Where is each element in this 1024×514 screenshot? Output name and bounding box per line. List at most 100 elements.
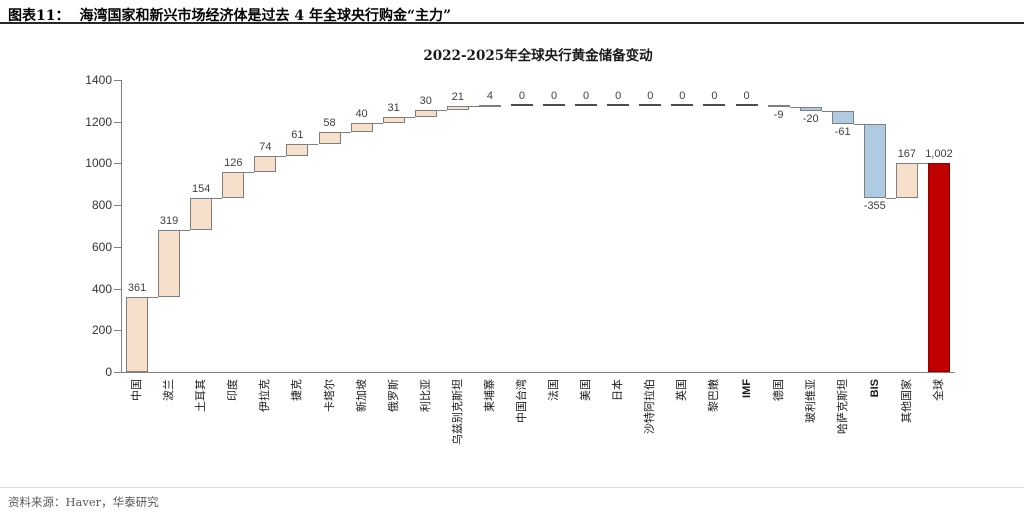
category-label: 日本 — [611, 379, 625, 401]
connector-line — [468, 106, 479, 108]
zero-bar-dash — [510, 104, 533, 107]
connector-line — [821, 111, 832, 113]
connector-line — [404, 116, 415, 118]
bar-value-label: 0 — [679, 90, 686, 103]
waterfall-bar — [222, 171, 245, 199]
zero-bar-dash — [703, 104, 726, 107]
bar-value-label: 0 — [518, 90, 526, 103]
bar-value-label: 74 — [259, 141, 272, 154]
zero-bar-dash — [575, 104, 598, 107]
y-tick-mark — [114, 372, 121, 373]
y-tick-mark — [114, 288, 121, 290]
zero-bar-dash — [671, 104, 694, 107]
zero-bar-dash — [639, 104, 662, 107]
bar-value-label: 0 — [743, 90, 750, 103]
x-axis-line — [121, 372, 955, 373]
y-axis-tick-label: 200 — [91, 323, 112, 338]
category-label: 俄罗斯 — [386, 379, 400, 412]
connector-line — [276, 156, 287, 158]
waterfall-bar — [895, 163, 918, 199]
bar-value-label: 0 — [615, 90, 622, 103]
category-label: 黎巴嫩 — [707, 379, 721, 412]
y-tick-mark — [114, 205, 121, 207]
connector-line — [308, 143, 319, 145]
category-label: 美国 — [579, 379, 593, 401]
category-label: 乌兹别克斯坦 — [450, 379, 464, 445]
category-label: BIS — [868, 379, 881, 398]
waterfall-bar — [927, 163, 950, 372]
y-axis-tick-label: 1200 — [85, 114, 112, 129]
figure-number: 图表11： — [8, 8, 70, 24]
footer-divider — [0, 487, 1024, 488]
bar-value-label: 31 — [387, 101, 400, 114]
y-axis-tick-label: 1400 — [85, 73, 112, 87]
y-axis-tick-label: 600 — [91, 239, 112, 254]
category-label: 柬埔寨 — [482, 379, 496, 412]
y-tick-mark — [114, 121, 121, 123]
category-label: 德国 — [771, 379, 785, 401]
category-label: 全球 — [931, 379, 945, 401]
connector-line — [436, 110, 447, 112]
bar-value-label: 0 — [711, 90, 718, 103]
waterfall-bar — [863, 124, 886, 199]
bar-value-label: 61 — [291, 128, 304, 141]
connector-line — [340, 131, 351, 133]
waterfall-bar — [831, 111, 854, 124]
waterfall-bar — [446, 106, 469, 111]
category-label: 印度 — [226, 379, 240, 401]
category-label: 其他国家 — [899, 379, 913, 423]
bar-value-label: 21 — [451, 91, 464, 104]
bar-value-label: 361 — [127, 281, 147, 294]
waterfall-bar — [350, 123, 373, 132]
connector-line — [885, 198, 896, 200]
category-label: 土耳其 — [194, 379, 208, 412]
waterfall-bar — [382, 116, 405, 124]
connector-line — [789, 107, 800, 109]
y-tick-mark — [114, 80, 121, 81]
bar-value-label: -20 — [802, 113, 819, 126]
waterfall-bar — [799, 107, 822, 112]
bar-value-label: -61 — [834, 126, 851, 138]
bar-value-label: -9 — [773, 109, 784, 122]
bar-value-label: 0 — [583, 90, 590, 103]
connector-line — [244, 171, 255, 173]
zero-bar-dash — [543, 104, 566, 107]
category-label: 利比亚 — [418, 379, 432, 412]
waterfall-bar — [126, 296, 149, 372]
category-label: IMF — [740, 379, 753, 398]
waterfall-bar — [158, 230, 181, 297]
category-label: 英国 — [675, 379, 689, 401]
zero-bar-dash — [735, 104, 758, 107]
waterfall-bar — [254, 156, 277, 172]
bar-value-label: 4 — [486, 90, 493, 103]
zero-bar-dash — [607, 104, 630, 107]
connector-line — [917, 163, 928, 165]
bar-value-label: 154 — [192, 183, 211, 196]
bar-value-label: 58 — [323, 116, 336, 129]
category-label: 卡塔尔 — [322, 379, 336, 412]
y-axis-tick-label: 400 — [91, 281, 112, 296]
category-label: 法国 — [547, 379, 561, 401]
source-note: 资料来源：Haver，华泰研究 — [8, 495, 159, 509]
y-tick-mark — [114, 330, 121, 332]
y-tick-mark — [114, 246, 121, 248]
category-label: 波兰 — [162, 379, 176, 401]
bar-value-label: 126 — [224, 156, 243, 169]
category-label: 沙特阿拉伯 — [643, 379, 657, 434]
category-label: 中国 — [130, 379, 144, 401]
connector-line — [180, 230, 191, 232]
category-label: 玻利维亚 — [803, 379, 817, 423]
bar-value-label: 0 — [647, 90, 654, 103]
chart-title: 2022-2025年全球央行黄金储备变动 — [423, 48, 653, 64]
figure-header: 图表11： 海湾国家和新兴市场经济体是过去 4 年全球央行购金“主力” — [8, 5, 1016, 25]
y-tick-mark — [114, 163, 121, 165]
bar-value-label: -355 — [863, 200, 886, 213]
category-label: 哈萨克斯坦 — [835, 379, 849, 434]
bar-value-label: 319 — [159, 215, 179, 228]
connector-line — [148, 296, 159, 298]
category-label: 伊拉克 — [258, 379, 272, 412]
connector-line — [212, 198, 223, 200]
bar-value-label: 40 — [355, 108, 368, 121]
waterfall-bar — [190, 198, 213, 231]
